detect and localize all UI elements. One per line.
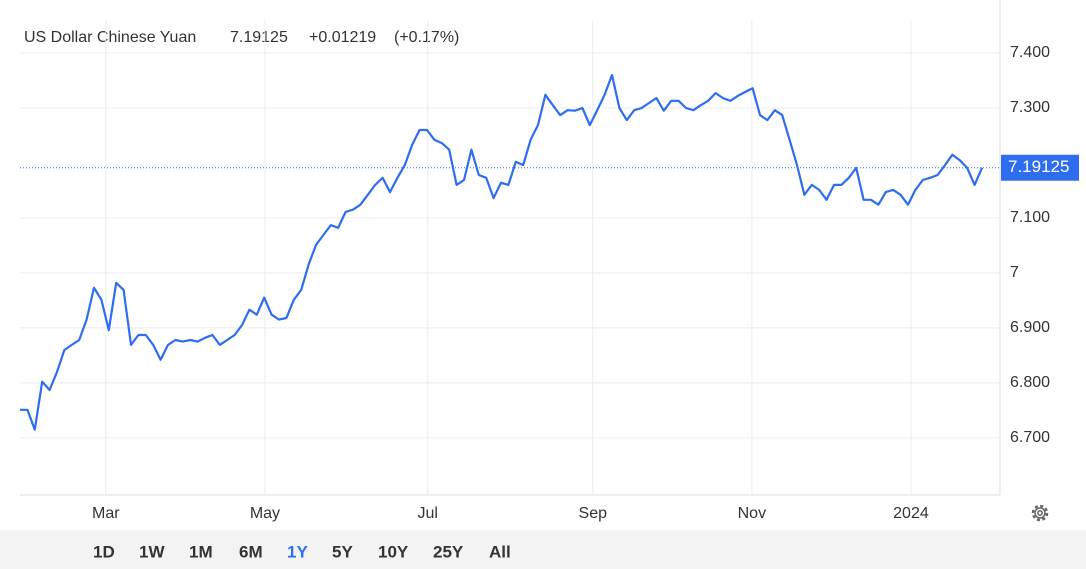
header-price: 7.19125 [230,29,288,46]
x-tick-label: Sep [579,505,608,522]
range-button[interactable]: 1D [93,542,115,561]
x-tick-label: 2024 [893,505,929,522]
y-tick-label: 7.100 [1010,209,1050,226]
price-line [20,73,984,431]
x-tick-label: Nov [738,505,766,522]
range-bar [0,530,1086,569]
x-tick-label: May [250,505,280,522]
settings-icon[interactable] [1031,504,1049,522]
chart-title: US Dollar Chinese Yuan [24,29,196,46]
range-button[interactable]: All [489,542,511,561]
range-button[interactable]: 1M [189,542,213,561]
y-tick-label: 6.700 [1010,429,1050,446]
y-tick-label: 7.400 [1010,44,1050,61]
x-tick-label: Mar [92,505,120,522]
y-tick-label: 6.800 [1010,374,1050,391]
range-button[interactable]: 5Y [332,542,353,561]
current-value-box [1001,154,1079,181]
range-button[interactable]: 6M [239,542,263,561]
y-tick-label: 7.300 [1010,99,1050,116]
header-change: +0.01219 [309,29,376,46]
range-button[interactable]: 1Y [287,542,308,561]
range-button[interactable]: 25Y [433,542,464,561]
x-tick-label: Jul [418,505,438,522]
header-change-percent: (+0.17%) [394,29,459,46]
range-button[interactable]: 10Y [378,542,409,561]
range-button[interactable]: 1W [139,542,165,561]
y-tick-label: 7 [1010,264,1019,281]
current-value-label: 7.19125 [1008,157,1069,176]
y-tick-label: 6.900 [1010,319,1050,336]
